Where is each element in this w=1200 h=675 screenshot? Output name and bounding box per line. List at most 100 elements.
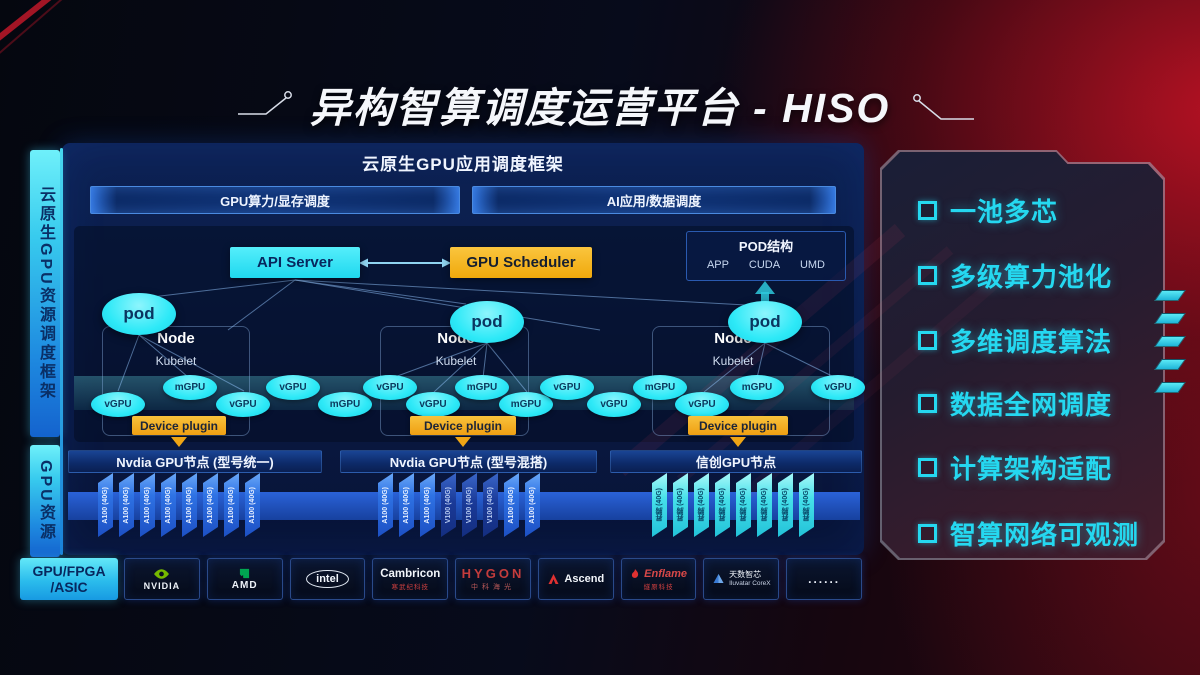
feature-text: 一池多芯 xyxy=(950,196,1059,227)
gpu-unit-label: mGPU xyxy=(174,382,206,393)
gpu-unit-label: vGPU xyxy=(229,399,257,410)
pod-2: pod xyxy=(450,301,524,343)
device-plugin-arrow-1 xyxy=(171,437,187,447)
hygon-wordmark: HYGON xyxy=(461,566,525,581)
sidebar-framework-label: 云原生GPU资源调度框架 xyxy=(37,186,54,401)
feature-text: 智算网络可观测 xyxy=(950,519,1140,550)
gpu-card: 昇腾 (40G) xyxy=(799,473,814,537)
gpu-scheduler-box: GPU Scheduler xyxy=(450,247,592,278)
gpu-card: 昇腾 (40G) xyxy=(778,473,793,537)
enflame-flame xyxy=(630,568,640,580)
gpu-unit-label: mGPU xyxy=(466,382,498,393)
gpu-card: A100 (40G) xyxy=(98,473,113,537)
gpu-card: A100 (40G) xyxy=(420,473,435,537)
square-bullet-icon xyxy=(918,457,937,477)
api-server-box: API Server xyxy=(230,247,360,278)
gpu-card-label: V100 (40G) xyxy=(487,486,494,524)
pod-layer-app: APP xyxy=(706,259,729,271)
pod-1: pod xyxy=(102,293,176,335)
gpu-card: 昇腾 (40G) xyxy=(694,473,709,537)
vendor-tile-5: HYGON 中科海光 xyxy=(455,558,531,600)
feature-item-2: 多级算力池化 xyxy=(918,259,1113,292)
node-1-label: Node xyxy=(157,330,195,347)
gpu-unit-14: mGPU xyxy=(730,375,784,400)
device-plugin-3: Device plugin xyxy=(688,416,788,435)
gpu-card-label: A100 (40G) xyxy=(165,486,172,524)
gpu-unit-13: vGPU xyxy=(675,392,729,417)
gpu-card-label: 昇腾 (40G) xyxy=(655,488,663,522)
feature-item-5: 计算架构适配 xyxy=(918,451,1113,484)
feature-item-4: 数据全网调度 xyxy=(918,387,1113,420)
gpu-card: A100 (40G) xyxy=(504,473,519,537)
gpu-unit-5: mGPU xyxy=(318,392,372,417)
hardware-category-label: GPU/FPGA /ASIC xyxy=(20,558,118,600)
gpu-card-label: 昇腾 (40G) xyxy=(676,488,684,522)
gpu-card: A100 (40G) xyxy=(161,473,176,537)
node-3-kubelet: Kubelet xyxy=(712,354,754,368)
gpu-card-label: 昇腾 (40G) xyxy=(718,488,726,522)
pod-layer-umd: UMD xyxy=(799,259,826,271)
vendor-tile-3: intel xyxy=(289,558,366,600)
ascend-logo xyxy=(547,573,560,585)
square-bullet-icon xyxy=(918,265,937,285)
gpu-card: V100 (40G) xyxy=(462,473,477,537)
node-group-2-label: Nvdia GPU节点 (型号混搭) xyxy=(340,450,597,473)
intel-wordmark: intel xyxy=(306,570,349,588)
amd-logo xyxy=(239,568,250,579)
gpu-unit-15: vGPU xyxy=(811,375,865,400)
gpu-unit-label: vGPU xyxy=(600,399,628,410)
gpu-card-label: 昇腾 (40G) xyxy=(802,488,810,522)
sidebar-gpu-resource-label: GPU资源 xyxy=(37,460,54,542)
vendor-logo-row: NVIDIA AMD intel Cambricon 寒武纪科技 HYGON 中科海光 Asc… xyxy=(124,558,863,600)
gpu-unit-10: vGPU xyxy=(540,375,594,400)
cambricon-chinese-name: 寒武纪科技 xyxy=(391,583,429,591)
gpu-unit-7: vGPU xyxy=(406,392,460,417)
node-box-1 xyxy=(102,326,250,436)
node-2-kubelet: Kubelet xyxy=(435,354,477,368)
vendor-tile-6: Ascend xyxy=(537,558,614,600)
more-vendors-dots: ...... xyxy=(808,572,841,586)
ascend-wordmark: Ascend xyxy=(564,573,605,585)
device-plugin-2: Device plugin xyxy=(410,416,516,435)
gpu-unit-label: vGPU xyxy=(419,399,447,410)
gpu-card: A100 (40G) xyxy=(182,473,197,537)
hygon-chinese-name: 中科海光 xyxy=(471,584,516,591)
page-title: 异构智算调度运营平台 - HISO xyxy=(309,85,891,131)
gpu-card-label: A100 (40G) xyxy=(382,486,389,524)
lane-gpu-compute-scheduling: GPU算力/显存调度 xyxy=(90,186,460,214)
gpu-card: 昇腾 (40G) xyxy=(715,473,730,537)
gpu-card-label: A100 (40G) xyxy=(424,486,431,524)
gpu-unit-label: vGPU xyxy=(279,382,307,393)
scheduler-panel-header: 云原生GPU应用调度框架 xyxy=(362,155,564,174)
gpu-card-label: A100 (40G) xyxy=(144,486,151,524)
iluvatar-triangle xyxy=(712,573,725,584)
vendor-tile-4: Cambricon 寒武纪科技 xyxy=(372,558,449,600)
pod-structure-box: POD结构 APP CUDA UMD xyxy=(686,231,846,281)
gpu-unit-label: mGPU xyxy=(741,382,773,393)
vendor-tile-9: ...... xyxy=(786,558,863,600)
feature-text: 数据全网调度 xyxy=(950,389,1113,420)
gpu-unit-6: vGPU xyxy=(363,375,417,400)
vendor-tile-8: 天数智芯 Iluvatar CoreX xyxy=(703,558,780,600)
gpu-card-label: V100 (40G) xyxy=(466,486,473,524)
feature-text: 多维调度算法 xyxy=(950,326,1113,357)
amd-wordmark: AMD xyxy=(231,579,258,591)
pod-structure-title: POD结构 xyxy=(738,239,794,254)
gpu-card: 昇腾 (40G) xyxy=(736,473,751,537)
gpu-unit-8: mGPU xyxy=(455,375,509,400)
gpu-unit-4: vGPU xyxy=(266,375,320,400)
gpu-unit-12: mGPU xyxy=(633,375,687,400)
node-group-1-label: Nvdia GPU节点 (型号统一) xyxy=(68,450,322,473)
iluvatar-chinese-name: 天数智芯 xyxy=(729,570,762,580)
nvidia-wordmark: NVIDIA xyxy=(143,580,181,591)
feature-text: 多级算力池化 xyxy=(950,261,1113,292)
gpu-card-label: A100 (40G) xyxy=(228,486,235,524)
device-plugin-1: Device plugin xyxy=(132,416,226,435)
corner-accent xyxy=(0,0,63,54)
feature-text: 计算架构适配 xyxy=(950,453,1113,484)
enflame-wordmark: Enflame xyxy=(644,567,687,580)
gpu-card-label: A100 (40G) xyxy=(529,486,536,524)
panel-edge-accent xyxy=(60,148,63,555)
gpu-unit-9: mGPU xyxy=(499,392,553,417)
